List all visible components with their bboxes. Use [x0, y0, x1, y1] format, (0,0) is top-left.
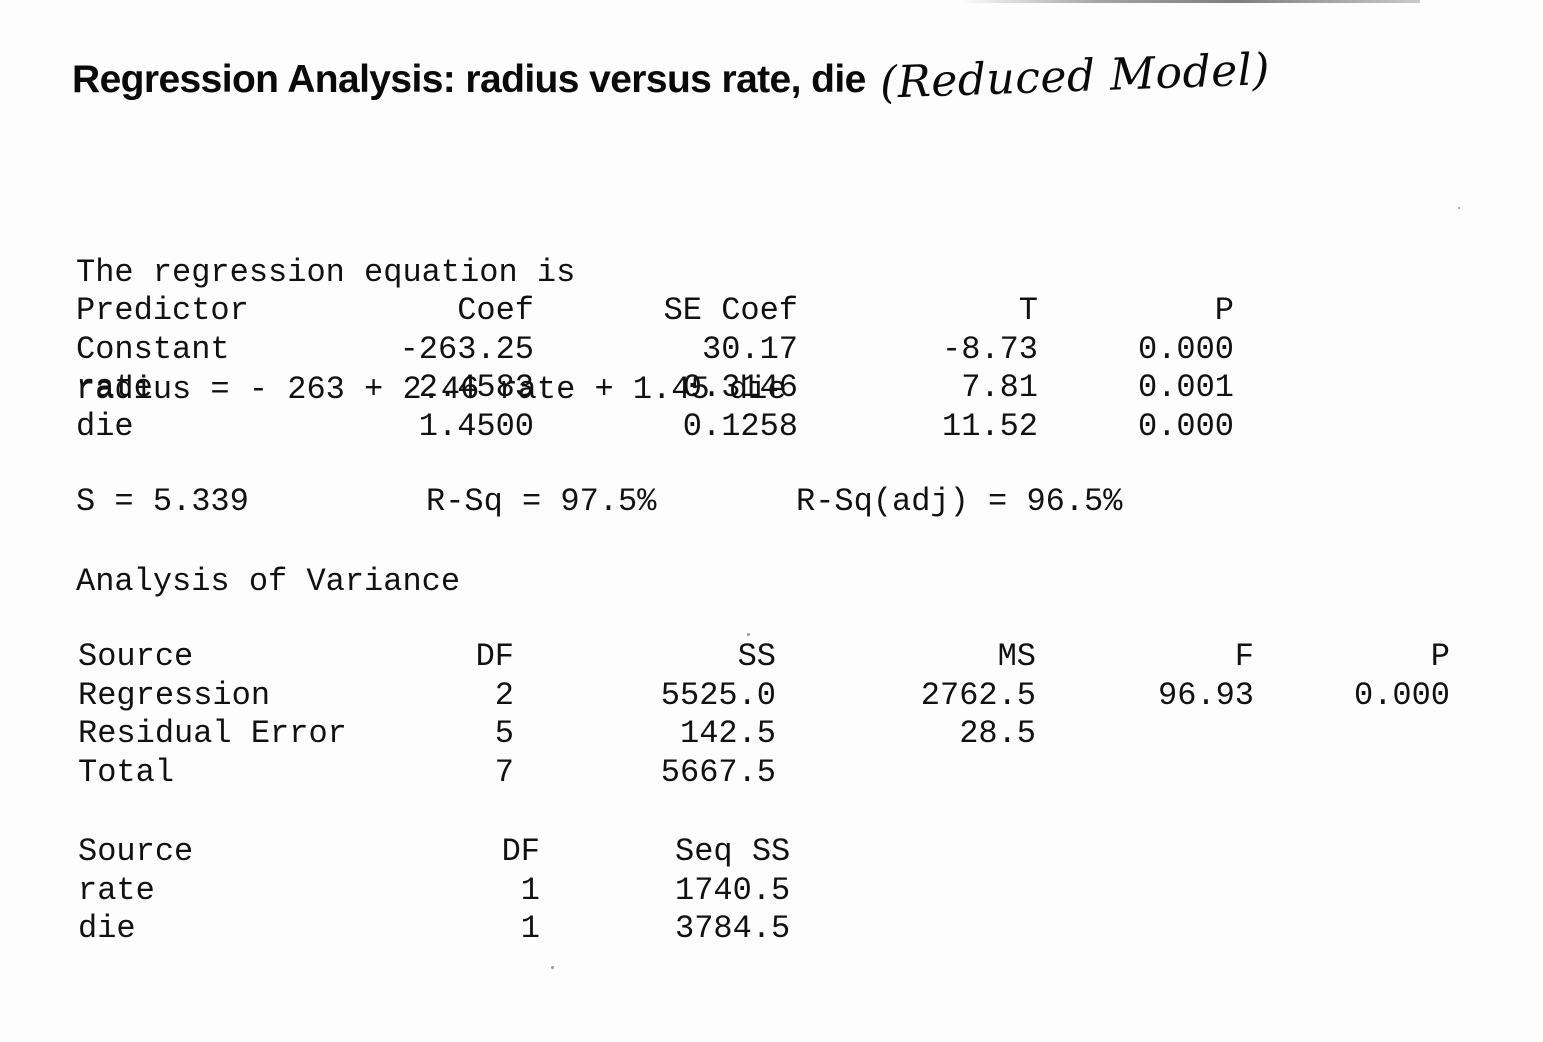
coef-value: 2.4583 [418, 369, 534, 406]
source-name: Total [78, 753, 175, 791]
coefficients-table: Predictor Coef SE Coef T P Constant -263… [76, 292, 1234, 446]
fit-statistics: S = 5.339 R-Sq = 97.5% R-Sq(adj) = 96.5% [76, 482, 1276, 522]
source-name: die [78, 910, 136, 947]
coef-value: 1.4500 [418, 407, 534, 445]
header-ms: MS [997, 638, 1036, 675]
t-value: 7.81 [961, 369, 1038, 406]
f-value [1036, 715, 1254, 754]
predictor-name: rate [76, 369, 153, 406]
df-value: 2 [494, 676, 514, 714]
table-row: die 1 3784.5 [78, 910, 790, 949]
scan-speck [551, 966, 554, 969]
t-value: -8.73 [941, 330, 1038, 368]
ss-value: 5525.0 [660, 676, 776, 714]
header-df: DF [501, 833, 540, 870]
header-source: Source [78, 833, 194, 870]
header-ss: SS [737, 638, 776, 675]
table-row: rate 2.4583 0.3146 7.81 0.001 [76, 369, 1234, 408]
ms-value [776, 754, 1036, 793]
p-value [1254, 754, 1450, 793]
table-header-row: Predictor Coef SE Coef T P [76, 292, 1234, 331]
equation-intro: The regression equation is [76, 254, 576, 291]
ss-value: 142.5 [679, 715, 776, 752]
source-name: Regression [78, 676, 271, 714]
handwritten-note: (Reduced Model) [878, 43, 1271, 109]
se-coef-value: 0.1258 [682, 407, 798, 445]
p-value [1254, 715, 1450, 754]
table-header-row: Source DF SS MS F P [78, 638, 1450, 677]
header-df: DF [475, 638, 514, 675]
stat-r-sq: R-Sq = 97.5% [426, 483, 657, 520]
df-value: 7 [494, 753, 514, 791]
seq-ss-value: 1740.5 [675, 871, 791, 909]
ms-value: 28.5 [959, 715, 1036, 752]
df-value: 1 [520, 910, 540, 947]
regression-equation: The regression equation is radius = - 26… [76, 175, 787, 487]
p-value: 0.000 [1353, 676, 1450, 714]
source-name: Residual Error [78, 715, 347, 752]
scan-speck [747, 633, 750, 636]
scan-artifact-line [960, 0, 1420, 3]
source-name: rate [78, 871, 155, 909]
page-title: Regression Analysis: radius versus rate,… [72, 58, 866, 101]
header-seq-ss: Seq SS [675, 833, 791, 870]
header-coef: Coef [457, 292, 534, 329]
t-value: 11.52 [941, 407, 1038, 445]
header-p: P [1430, 638, 1450, 675]
seq-ss-table: Source DF Seq SS rate 1 1740.5 die 1 378… [78, 833, 790, 949]
anova-table: Source DF SS MS F P Regression 2 5525.0 … [78, 638, 1450, 792]
table-row: Total 7 5667.5 [78, 754, 1450, 793]
f-value [1036, 754, 1254, 793]
p-value: 0.000 [1137, 407, 1234, 445]
p-value: 0.000 [1137, 330, 1234, 368]
scan-speck [1458, 207, 1460, 209]
header-source: Source [78, 638, 194, 675]
equation-formula: radius = - 263 + 2.46 rate + 1.45 die [76, 371, 787, 408]
header-predictor: Predictor [76, 292, 249, 329]
predictor-name: Constant [76, 330, 230, 368]
anova-title: Analysis of Variance [76, 563, 461, 600]
seq-ss-value: 3784.5 [675, 910, 791, 947]
table-header-row: Source DF Seq SS [78, 833, 790, 872]
df-value: 5 [494, 715, 514, 752]
se-coef-value: 0.3146 [682, 369, 798, 406]
ms-value: 2762.5 [920, 676, 1036, 714]
f-value: 96.93 [1157, 676, 1254, 714]
df-value: 1 [520, 871, 540, 909]
table-row: die 1.4500 0.1258 11.52 0.000 [76, 408, 1234, 447]
header-t: T [1018, 292, 1038, 329]
table-row: Regression 2 5525.0 2762.5 96.93 0.000 [78, 677, 1450, 716]
stat-s: S = 5.339 [76, 483, 249, 520]
stat-r-sq-adj: R-Sq(adj) = 96.5% [796, 483, 1123, 520]
p-value: 0.001 [1137, 369, 1234, 406]
table-row: Constant -263.25 30.17 -8.73 0.000 [76, 331, 1234, 370]
predictor-name: die [76, 407, 134, 445]
se-coef-value: 30.17 [701, 330, 798, 368]
table-row: Residual Error 5 142.5 28.5 [78, 715, 1450, 754]
header-p: P [1214, 292, 1234, 329]
ss-value: 5667.5 [660, 753, 776, 791]
title-row: Regression Analysis: radius versus rate,… [72, 40, 1270, 120]
header-f: F [1234, 638, 1254, 675]
table-row: rate 1 1740.5 [78, 872, 790, 911]
header-se-coef: SE Coef [663, 292, 798, 329]
coef-value: -263.25 [399, 330, 534, 368]
